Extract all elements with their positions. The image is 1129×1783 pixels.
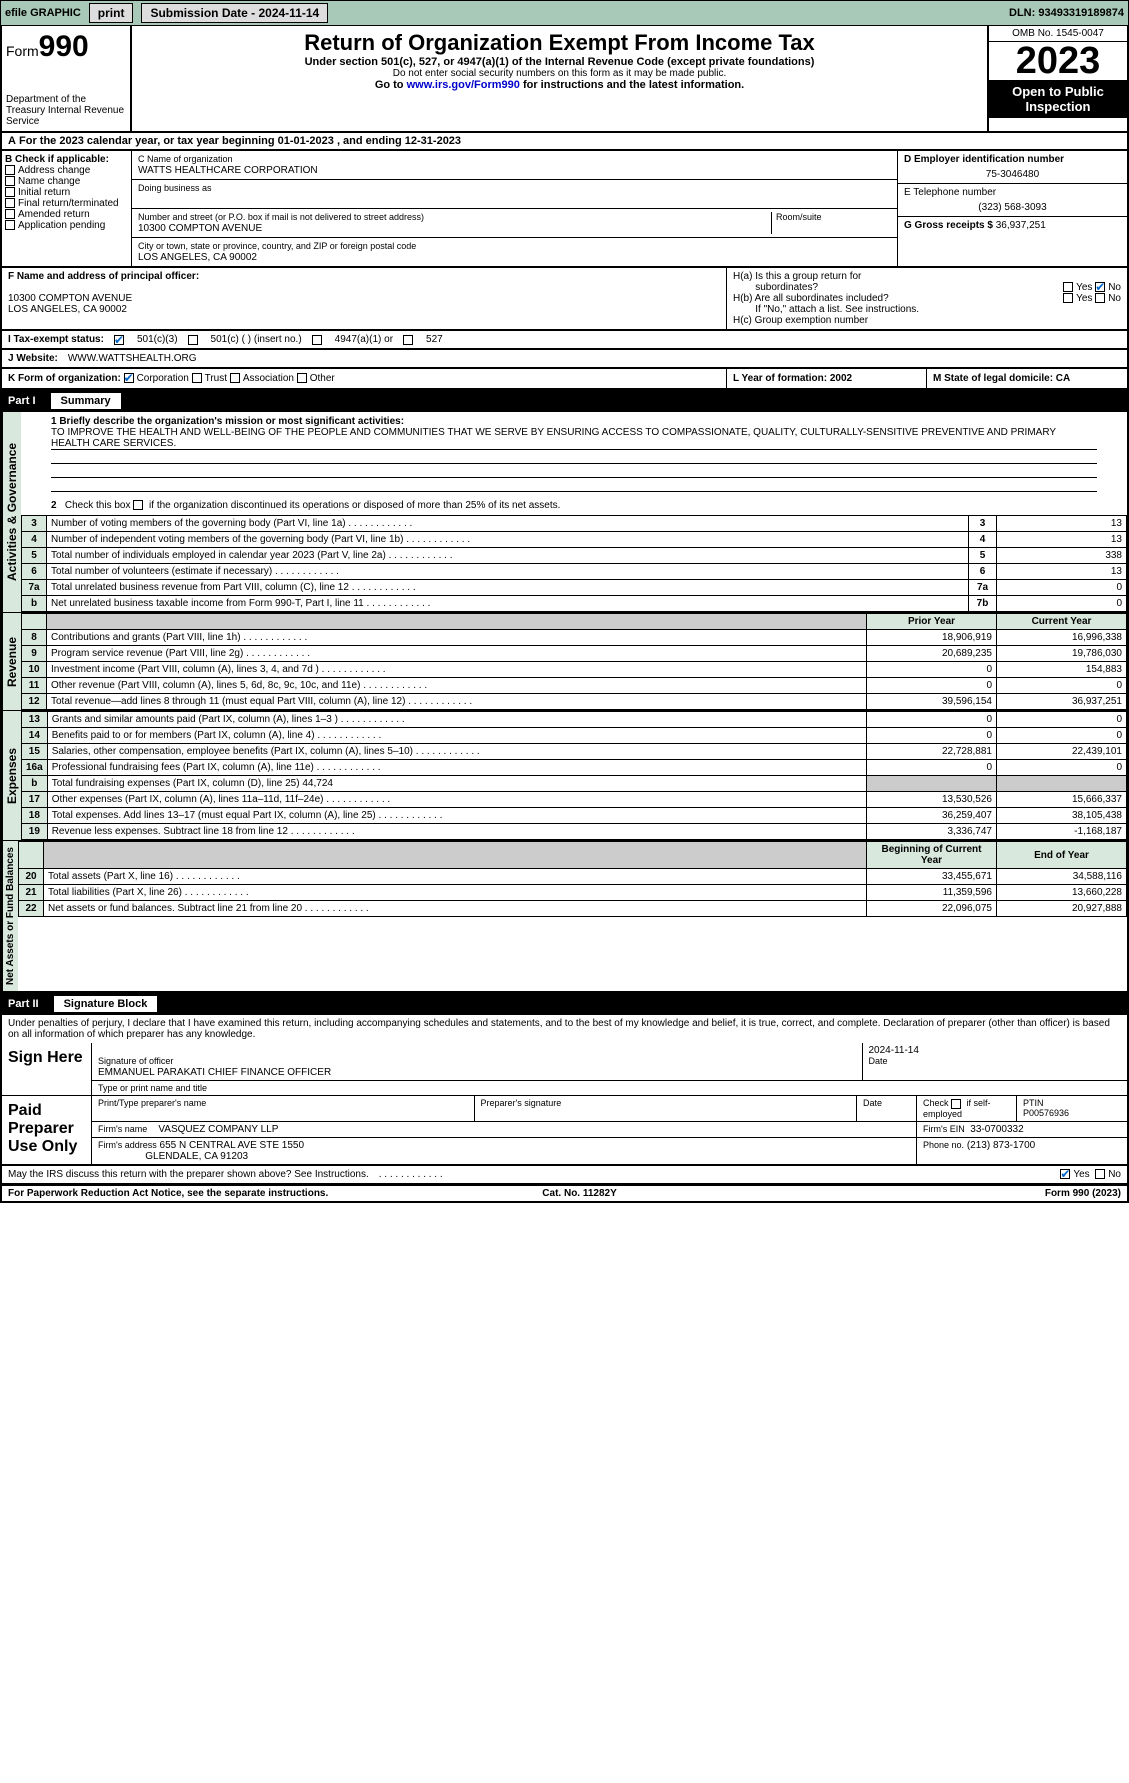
sign-date: 2024-11-14 <box>869 1045 919 1056</box>
form-word: Form <box>6 43 39 59</box>
gross-receipts: 36,937,251 <box>996 220 1046 231</box>
city-label: City or town, state or province, country… <box>138 241 416 251</box>
year-formation: L Year of formation: 2002 <box>733 373 852 384</box>
dba-label: Doing business as <box>138 183 212 193</box>
chk-initial-return[interactable] <box>5 187 15 197</box>
phone: (323) 568-3093 <box>904 202 1121 213</box>
chk-hb-no[interactable] <box>1095 293 1105 303</box>
chk-assoc[interactable] <box>230 373 240 383</box>
officer-label: F Name and address of principal officer: <box>8 271 199 282</box>
firm-addr2: GLENDALE, CA 91203 <box>145 1151 248 1162</box>
ein: 75-3046480 <box>904 169 1121 180</box>
ptin: P00576936 <box>1023 1108 1069 1118</box>
firm-addr1: 655 N CENTRAL AVE STE 1550 <box>160 1140 305 1151</box>
chk-527[interactable] <box>403 335 413 345</box>
table-netassets: Beginning of Current YearEnd of Year20To… <box>18 841 1127 917</box>
row-j: J Website: WWW.WATTSHEALTH.ORG <box>0 350 1129 369</box>
chk-discuss-yes[interactable] <box>1060 1169 1070 1179</box>
street: 10300 COMPTON AVENUE <box>138 223 262 234</box>
sign-here-label: Sign Here <box>2 1043 92 1095</box>
instructions-link[interactable]: www.irs.gov/Form990 <box>407 79 520 91</box>
page-footer: For Paperwork Reduction Act Notice, see … <box>0 1185 1129 1203</box>
table-revenue: Prior YearCurrent Year8Contributions and… <box>21 613 1127 710</box>
chk-amended[interactable] <box>5 209 15 219</box>
chk-address-change[interactable] <box>5 165 15 175</box>
chk-corp[interactable] <box>124 373 134 383</box>
table-activities: 3Number of voting members of the governi… <box>21 515 1127 612</box>
officer-addr1: 10300 COMPTON AVENUE <box>8 293 132 304</box>
chk-ha-yes[interactable] <box>1063 282 1073 292</box>
paid-preparer-label: Paid Preparer Use Only <box>2 1096 92 1164</box>
chk-name-change[interactable] <box>5 176 15 186</box>
chk-discuss-no[interactable] <box>1095 1169 1105 1179</box>
penalties-text: Under penalties of perjury, I declare th… <box>0 1015 1129 1043</box>
public-inspection: Open to Public Inspection <box>989 80 1127 118</box>
website: WWW.WATTSHEALTH.ORG <box>68 353 197 364</box>
chk-application-pending[interactable] <box>5 220 15 230</box>
box-b-label: B Check if applicable: <box>5 154 109 165</box>
city-state-zip: LOS ANGELES, CA 90002 <box>138 252 257 263</box>
chk-final-return[interactable] <box>5 198 15 208</box>
line2-text: 2 Check this box if the organization dis… <box>51 500 560 511</box>
firm-ein: 33-0700332 <box>970 1124 1023 1135</box>
mission-text: TO IMPROVE THE HEALTH AND WELL-BEING OF … <box>51 427 1097 450</box>
org-name: WATTS HEALTHCARE CORPORATION <box>138 165 318 176</box>
officer-sig-name: EMMANUEL PARAKATI CHIEF FINANCE OFFICER <box>98 1067 331 1078</box>
row-i: I Tax-exempt status: 501(c)(3) 501(c) ( … <box>0 331 1129 350</box>
vlabel-activities: Activities & Governance <box>2 412 21 612</box>
dept-label: Department of the Treasury Internal Reve… <box>6 94 126 127</box>
dln: DLN: 93493319189874 <box>1009 7 1124 19</box>
discuss-row: May the IRS discuss this return with the… <box>0 1166 1129 1185</box>
section-fh: F Name and address of principal officer:… <box>0 268 1129 331</box>
print-button[interactable]: print <box>89 3 134 23</box>
row-klm: K Form of organization: Corporation Trus… <box>0 369 1129 390</box>
form-header: Form990 Department of the Treasury Inter… <box>0 26 1129 133</box>
topbar: efile GRAPHIC print Submission Date - 20… <box>0 0 1129 26</box>
gross-label: G Gross receipts $ <box>904 220 993 231</box>
vlabel-expenses: Expenses <box>2 711 21 840</box>
form-title: Return of Organization Exempt From Incom… <box>140 30 979 56</box>
ein-label: D Employer identification number <box>904 154 1064 165</box>
chk-4947[interactable] <box>312 335 322 345</box>
submission-date: Submission Date - 2024-11-14 <box>141 3 328 23</box>
firm-name: VASQUEZ COMPANY LLP <box>158 1124 278 1135</box>
chk-trust[interactable] <box>192 373 202 383</box>
vlabel-netassets: Net Assets or Fund Balances <box>2 841 18 991</box>
ssn-warning: Do not enter social security numbers on … <box>140 68 979 79</box>
phone-label: E Telephone number <box>904 187 996 198</box>
period-line: A For the 2023 calendar year, or tax yea… <box>0 133 1129 151</box>
efile-label: efile GRAPHIC <box>5 7 81 19</box>
part1-body: Activities & Governance 1 Briefly descri… <box>0 412 1129 993</box>
signature-block: Sign Here Signature of officerEMMANUEL P… <box>0 1043 1129 1166</box>
chk-other[interactable] <box>297 373 307 383</box>
table-expenses: 13Grants and similar amounts paid (Part … <box>21 711 1127 840</box>
officer-addr2: LOS ANGELES, CA 90002 <box>8 304 127 315</box>
section-bcd: B Check if applicable: Address change Na… <box>0 151 1129 268</box>
chk-501c[interactable] <box>188 335 198 345</box>
room-label: Room/suite <box>776 212 822 222</box>
state-domicile: M State of legal domicile: CA <box>933 373 1070 384</box>
name-label: C Name of organization <box>138 154 233 164</box>
chk-ha-no[interactable] <box>1095 282 1105 292</box>
vlabel-revenue: Revenue <box>2 613 21 710</box>
form-subtitle: Under section 501(c), 527, or 4947(a)(1)… <box>140 56 979 68</box>
chk-self-employed[interactable] <box>951 1099 961 1109</box>
line1-label: 1 Briefly describe the organization's mi… <box>51 416 404 427</box>
chk-discontinued[interactable] <box>133 500 143 510</box>
part1-header: Part I Summary <box>0 390 1129 412</box>
tax-year: 2023 <box>989 42 1127 80</box>
preparer-phone: (213) 873-1700 <box>967 1140 1035 1151</box>
chk-501c3[interactable] <box>114 335 124 345</box>
street-label: Number and street (or P.O. box if mail i… <box>138 212 424 222</box>
part2-header: Part II Signature Block <box>0 993 1129 1015</box>
form-number: 990 <box>39 30 89 63</box>
chk-hb-yes[interactable] <box>1063 293 1073 303</box>
